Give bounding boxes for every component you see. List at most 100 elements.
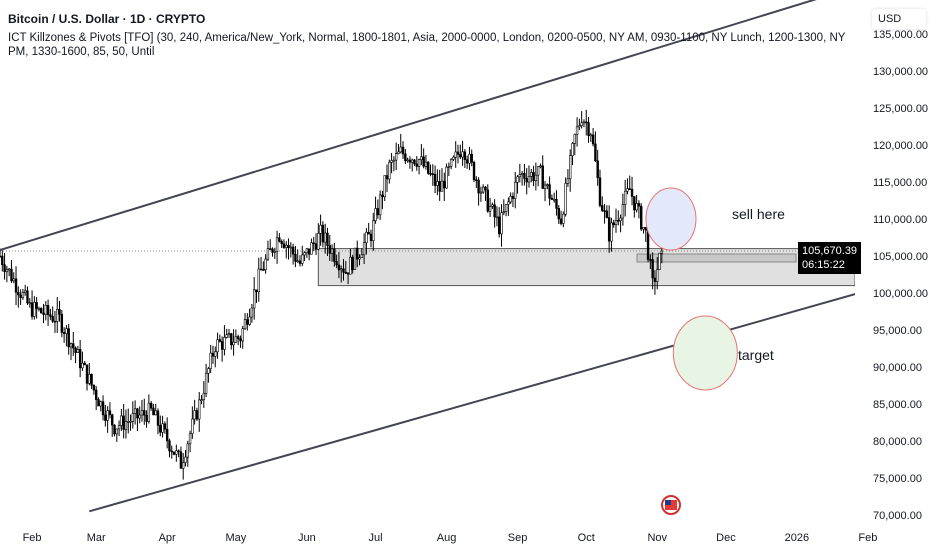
candle-body <box>582 121 586 124</box>
candle <box>585 109 588 136</box>
candle-body <box>156 410 160 426</box>
candle-body <box>523 173 526 179</box>
candle-body <box>337 264 341 271</box>
x-tick-label: 2026 <box>785 532 809 544</box>
candle-body <box>546 184 549 186</box>
currency-button[interactable]: USD <box>872 9 926 29</box>
candle <box>0 248 2 258</box>
candle <box>449 158 453 170</box>
candle-body <box>525 178 528 183</box>
candle-body <box>431 173 435 176</box>
candle-body <box>628 188 631 190</box>
candle <box>44 301 48 321</box>
candle-body <box>165 428 169 442</box>
candle <box>314 233 318 256</box>
candle-body <box>278 237 281 242</box>
symbol-title[interactable]: Bitcoin / U.S. Dollar · 1D · CRYPTO <box>8 12 206 26</box>
candle <box>239 335 242 348</box>
candle-body <box>257 268 260 293</box>
candle-body <box>333 248 336 262</box>
candle <box>422 148 425 169</box>
candle <box>94 386 98 411</box>
candle-body <box>101 401 105 416</box>
candle-body <box>323 232 327 243</box>
candle <box>291 243 295 265</box>
candle <box>92 384 96 395</box>
candle-body <box>404 153 407 162</box>
candle <box>127 408 130 434</box>
candle <box>635 194 638 213</box>
candle-body <box>646 229 650 260</box>
candle-body <box>321 224 325 243</box>
candle-body <box>410 159 414 163</box>
candle <box>236 334 240 346</box>
candle-body <box>385 175 389 180</box>
candle-body <box>246 319 249 325</box>
candle-body <box>179 451 183 469</box>
candle <box>429 164 432 177</box>
candle-body <box>591 134 595 145</box>
small-zone <box>636 253 797 263</box>
y-tick-label: 95,000.00 <box>873 325 922 337</box>
candle <box>649 254 652 270</box>
y-tick-label: 135,000.00 <box>873 29 928 41</box>
candle-body <box>154 410 157 416</box>
candle <box>37 306 41 312</box>
candle-body <box>486 189 489 212</box>
candle-body <box>62 332 66 334</box>
candle-body <box>601 205 604 211</box>
candle-body <box>514 181 517 199</box>
candle <box>3 253 6 280</box>
candle <box>504 204 508 217</box>
candle-body <box>243 319 247 330</box>
candle <box>147 394 151 424</box>
candle <box>163 421 167 434</box>
candle-body <box>424 161 428 167</box>
candle <box>404 149 407 165</box>
candle <box>539 163 542 169</box>
candle-body <box>484 186 487 191</box>
candle <box>7 268 11 277</box>
candle <box>177 449 180 458</box>
candle <box>330 244 334 262</box>
candle-body <box>477 179 480 194</box>
candle-body <box>518 174 522 178</box>
candle <box>333 242 336 267</box>
candle-body <box>106 410 109 421</box>
candle <box>301 245 304 267</box>
candle-body <box>78 349 82 369</box>
indicator-legend[interactable]: ICT Killzones & Pivots [TFO] (30, 240, A… <box>8 32 846 58</box>
candle <box>184 449 187 467</box>
candle-body <box>472 162 476 181</box>
price-axis <box>855 0 932 550</box>
candle <box>367 222 370 235</box>
candle <box>257 257 260 302</box>
candle <box>440 168 444 192</box>
candle <box>630 176 634 206</box>
candle <box>580 111 583 129</box>
candle <box>486 184 489 213</box>
y-tick-label: 100,000.00 <box>873 288 928 300</box>
candle <box>500 204 503 247</box>
candle-body <box>397 151 400 154</box>
candle <box>246 313 249 331</box>
candle-body <box>500 212 503 235</box>
x-tick-label: Mar <box>87 532 106 544</box>
y-tick-label: 105,000.00 <box>873 251 928 263</box>
candle-body <box>271 248 274 253</box>
candle <box>502 199 505 216</box>
candle-body <box>26 290 29 304</box>
candle-body <box>417 159 421 167</box>
candle-body <box>40 308 43 314</box>
candle <box>53 310 57 333</box>
candle-body <box>250 307 254 318</box>
candle <box>108 402 112 419</box>
candle <box>124 409 128 439</box>
candle-body <box>340 268 343 271</box>
candle-body <box>170 450 173 453</box>
candle-body <box>152 407 155 416</box>
candle-body <box>314 243 318 250</box>
candle-body <box>630 188 634 197</box>
